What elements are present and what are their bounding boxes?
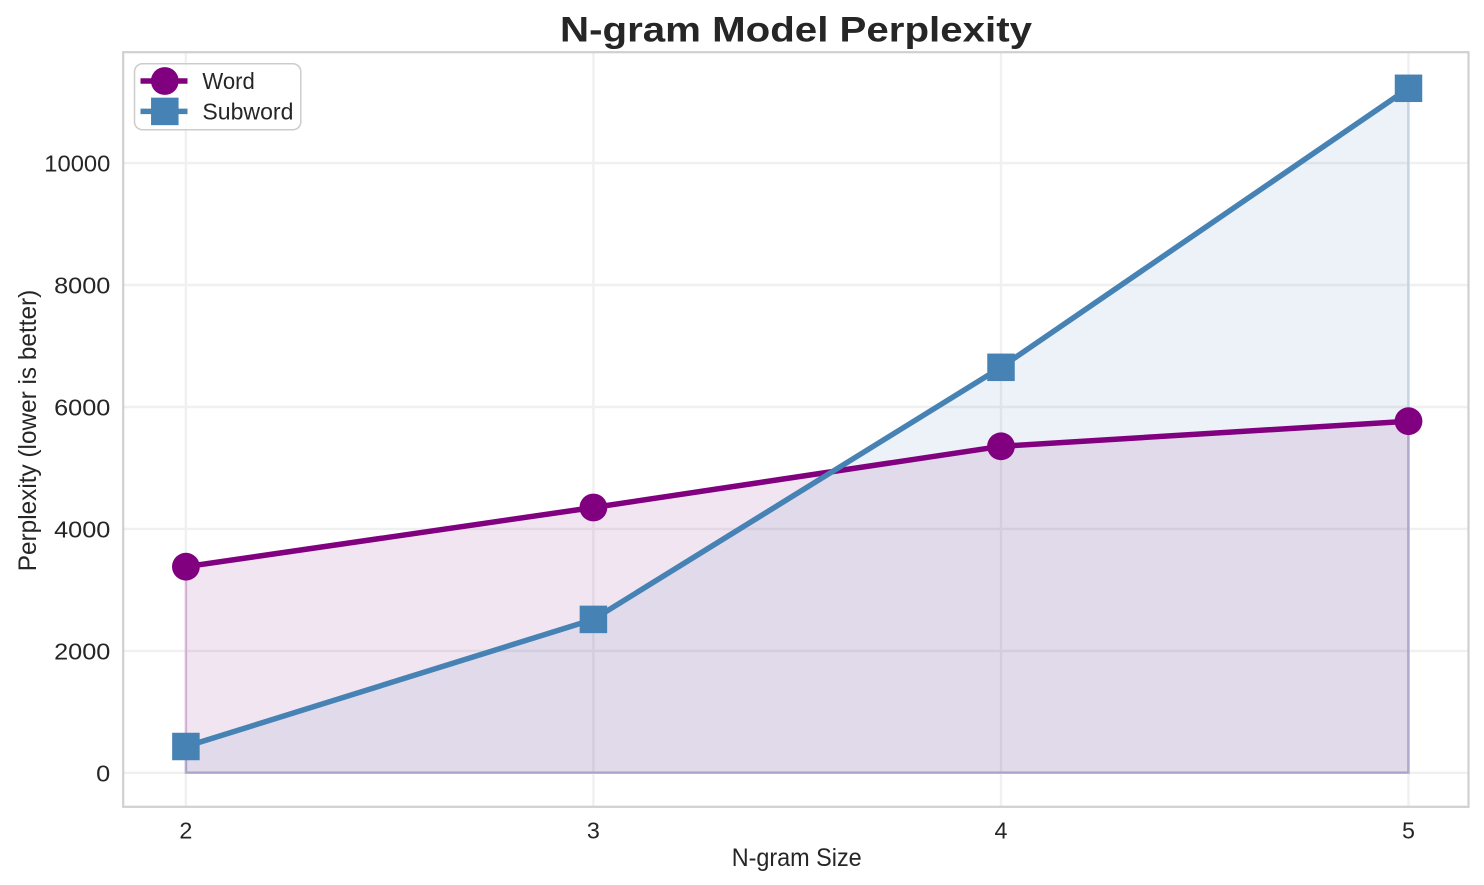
svg-text:6000: 6000: [54, 395, 110, 421]
svg-text:2000: 2000: [54, 639, 110, 665]
svg-text:0: 0: [96, 760, 110, 786]
svg-text:Word: Word: [202, 68, 254, 94]
svg-text:4: 4: [995, 818, 1008, 844]
svg-text:10000: 10000: [44, 151, 110, 177]
svg-text:3: 3: [587, 818, 600, 844]
svg-text:Subword: Subword: [202, 99, 293, 125]
svg-text:4000: 4000: [54, 517, 110, 543]
svg-text:Perplexity (lower is better): Perplexity (lower is better): [14, 290, 42, 572]
svg-text:N-gram Size: N-gram Size: [732, 845, 862, 872]
svg-text:2: 2: [179, 818, 192, 844]
svg-text:5: 5: [1402, 818, 1415, 844]
svg-text:N-gram Model Perplexity: N-gram Model Perplexity: [560, 10, 1032, 50]
svg-text:8000: 8000: [54, 273, 110, 299]
